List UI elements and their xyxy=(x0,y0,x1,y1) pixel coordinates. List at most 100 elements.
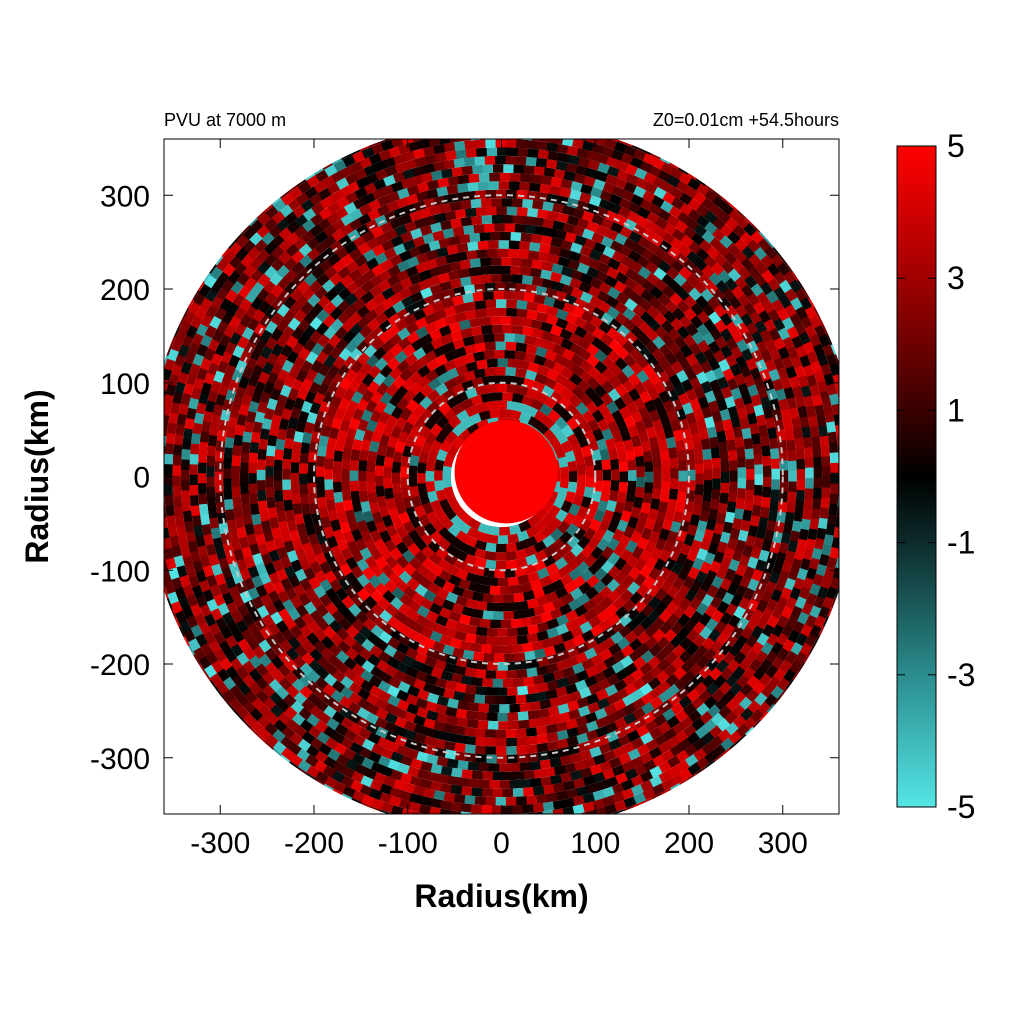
field-cell xyxy=(415,252,429,265)
field-cell xyxy=(700,578,713,593)
field-cell xyxy=(570,543,584,557)
field-cell xyxy=(351,641,365,655)
field-cell xyxy=(370,806,382,812)
field-cell xyxy=(511,120,522,122)
field-cell xyxy=(359,325,373,339)
field-cell xyxy=(174,329,187,343)
field-cell xyxy=(855,486,857,497)
field-cell xyxy=(465,250,478,260)
field-cell xyxy=(496,147,508,156)
field-cell xyxy=(636,743,651,756)
field-cell xyxy=(572,493,584,507)
field-cell xyxy=(550,774,563,785)
field-cell xyxy=(783,521,794,534)
field-cell xyxy=(368,751,382,764)
field-cell xyxy=(629,347,643,362)
field-cell xyxy=(269,691,283,706)
field-cell xyxy=(613,280,627,294)
field-cell xyxy=(278,608,291,622)
field-cell xyxy=(583,175,596,187)
field-cell xyxy=(389,292,404,305)
field-cell xyxy=(420,822,431,826)
field-cell xyxy=(680,344,693,358)
field-cell xyxy=(507,533,520,544)
y-tick-label: -300 xyxy=(90,743,150,776)
field-cell xyxy=(185,373,198,386)
field-cell xyxy=(583,527,597,541)
field-cell xyxy=(207,362,219,376)
field-cell xyxy=(214,306,227,321)
field-cell xyxy=(678,596,692,611)
field-cell xyxy=(495,695,506,705)
field-cell xyxy=(600,332,614,346)
field-cell xyxy=(327,201,341,215)
field-cell xyxy=(307,692,321,706)
field-cell xyxy=(768,437,779,449)
field-cell xyxy=(805,567,818,580)
field-cell xyxy=(266,497,276,509)
field-cell xyxy=(509,779,521,789)
field-cell xyxy=(309,609,324,624)
field-cell xyxy=(397,762,411,775)
field-cell xyxy=(658,528,671,541)
field-cell xyxy=(199,579,211,593)
field-cell xyxy=(249,232,263,246)
field-cell xyxy=(155,559,160,570)
field-cell xyxy=(303,338,317,353)
field-cell xyxy=(794,437,804,450)
field-cell xyxy=(649,665,663,679)
field-cell xyxy=(663,628,678,643)
field-cell xyxy=(543,340,557,352)
field-cell xyxy=(569,189,582,201)
field-cell xyxy=(413,632,427,645)
field-cell xyxy=(228,242,242,256)
field-cell xyxy=(687,240,702,255)
field-cell xyxy=(816,353,829,367)
field-cell xyxy=(694,452,704,465)
field-cell xyxy=(782,336,795,350)
field-cell xyxy=(334,326,348,340)
field-cell xyxy=(327,252,341,267)
field-cell xyxy=(177,344,190,358)
field-cell xyxy=(636,642,651,656)
field-cell xyxy=(745,649,759,664)
field-cell xyxy=(564,312,579,325)
field-cell xyxy=(690,539,703,553)
field-cell xyxy=(767,426,778,439)
field-cell xyxy=(204,613,217,627)
field-cell xyxy=(348,682,363,695)
y-tick-label: 100 xyxy=(100,368,150,401)
field-cell xyxy=(761,444,771,457)
field-cell xyxy=(343,634,357,648)
field-cell xyxy=(148,502,157,513)
field-cell xyxy=(370,665,384,679)
field-cell xyxy=(150,522,160,534)
field-cell xyxy=(486,576,499,587)
field-cell xyxy=(511,325,524,335)
field-cell xyxy=(319,541,332,555)
field-cell xyxy=(798,331,811,345)
field-cell xyxy=(330,318,344,332)
field-cell xyxy=(750,546,762,560)
field-cell xyxy=(314,230,329,244)
field-cell xyxy=(363,582,377,596)
field-cell xyxy=(375,707,389,721)
field-cell xyxy=(565,815,577,825)
field-cell xyxy=(366,380,380,395)
field-cell xyxy=(234,516,245,529)
field-cell xyxy=(472,334,485,345)
field-cell xyxy=(315,466,325,478)
field-cell xyxy=(708,271,722,286)
field-cell xyxy=(792,620,805,634)
field-cell xyxy=(149,528,153,539)
field-cell xyxy=(584,386,598,400)
field-cell xyxy=(552,799,565,810)
field-cell xyxy=(474,796,486,806)
field-cell xyxy=(398,287,413,300)
field-cell xyxy=(417,483,428,495)
field-cell xyxy=(597,300,612,314)
field-cell xyxy=(584,675,598,688)
field-cell xyxy=(580,183,593,195)
field-cell xyxy=(534,549,548,562)
field-cell xyxy=(631,737,645,750)
